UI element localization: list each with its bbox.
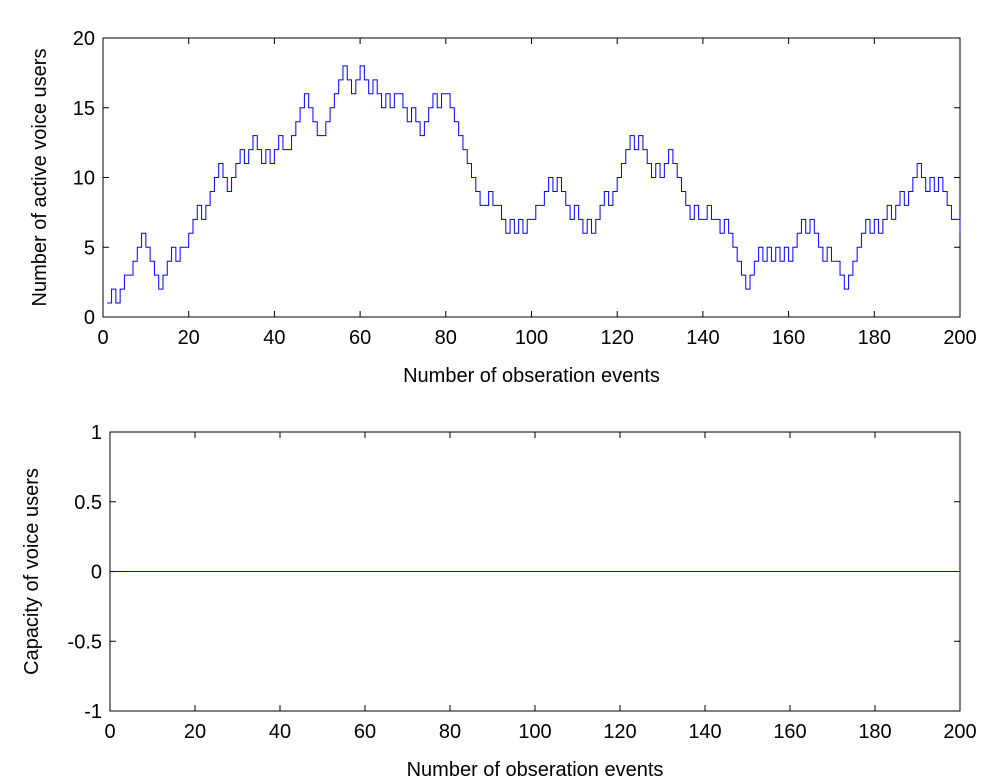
y-tick-label: 0 bbox=[91, 562, 102, 584]
x-tick-label: 200 bbox=[943, 721, 976, 743]
y-tick-label: 15 bbox=[73, 98, 95, 120]
x-tick-label: 80 bbox=[435, 327, 457, 349]
x-tick-label: 140 bbox=[688, 721, 721, 743]
x-tick-label: 160 bbox=[772, 327, 805, 349]
y-tick-label: 5 bbox=[84, 237, 95, 259]
y-tick-label: -0.5 bbox=[68, 631, 102, 653]
y-axis-label: Number of active voice users bbox=[29, 49, 51, 307]
x-tick-label: 200 bbox=[943, 327, 976, 349]
x-tick-label: 60 bbox=[354, 721, 376, 743]
x-tick-label: 20 bbox=[178, 327, 200, 349]
subplot-2: 0 20 40 60 80 100 120 140 160 180 200 -1 -0.5 0 0.5 1 Nu… bbox=[21, 422, 977, 781]
x-axis-label: Number of obseration events bbox=[407, 759, 664, 781]
x-tick-label: 0 bbox=[104, 721, 115, 743]
y-tick-label: 20 bbox=[73, 28, 95, 50]
x-tick-label: 80 bbox=[439, 721, 461, 743]
y-tick-label: 10 bbox=[73, 168, 95, 190]
y-tick-label: 0.5 bbox=[74, 492, 102, 514]
x-axis-label: Number of obseration events bbox=[403, 365, 660, 387]
x-tick-label: 140 bbox=[686, 327, 719, 349]
x-tick-label: 120 bbox=[601, 327, 634, 349]
x-tick-label: 180 bbox=[858, 327, 891, 349]
x-tick-label: 180 bbox=[858, 721, 891, 743]
x-tick-label: 160 bbox=[773, 721, 806, 743]
y-axis-label: Capacity of voice users bbox=[21, 468, 43, 675]
subplot-1: 0 20 40 60 80 100 120 140 160 180 200 0 5 10 15 20 Numbe… bbox=[29, 28, 977, 387]
x-tick-label: 0 bbox=[97, 327, 108, 349]
series-line-1 bbox=[107, 65, 961, 304]
x-tick-label: 60 bbox=[349, 327, 371, 349]
y-tick-label: 1 bbox=[91, 422, 102, 444]
x-tick-label: 100 bbox=[515, 327, 548, 349]
x-tick-label: 100 bbox=[518, 721, 551, 743]
x-tick-label: 40 bbox=[269, 721, 291, 743]
y-tick-label: -1 bbox=[84, 701, 102, 723]
x-tick-label: 120 bbox=[603, 721, 636, 743]
x-tick-label: 40 bbox=[263, 327, 285, 349]
x-tick-label: 20 bbox=[184, 721, 206, 743]
y-tick-label: 0 bbox=[84, 307, 95, 329]
plot-area bbox=[102, 37, 961, 318]
